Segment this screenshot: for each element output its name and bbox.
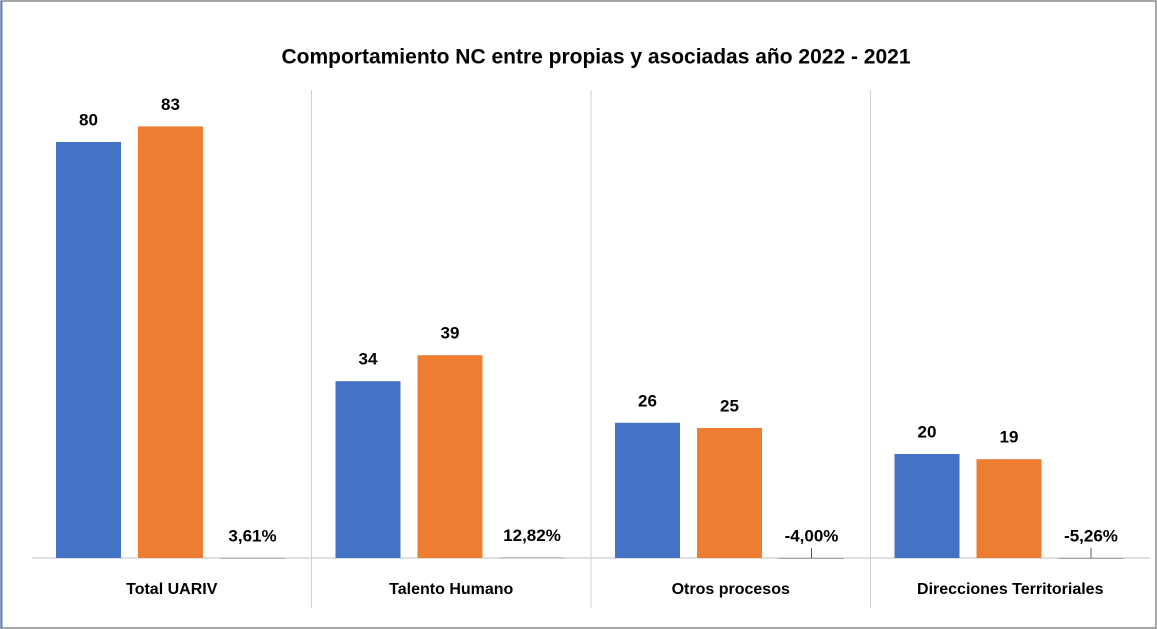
chart-title: Comportamiento NC entre propias y asocia… bbox=[281, 46, 910, 69]
bar bbox=[499, 557, 565, 559]
data-label: 12,82% bbox=[503, 526, 561, 545]
x-tick-label: Direcciones Territoriales bbox=[917, 581, 1104, 598]
bar bbox=[1058, 558, 1124, 559]
bar bbox=[56, 142, 121, 558]
data-label: 19 bbox=[1000, 428, 1019, 447]
data-label: 83 bbox=[161, 95, 180, 114]
data-label: -4,00% bbox=[785, 526, 839, 545]
data-label: -5,26% bbox=[1064, 526, 1118, 545]
bar bbox=[335, 381, 401, 558]
data-label: 34 bbox=[359, 350, 378, 369]
data-label: 26 bbox=[638, 391, 657, 410]
bar bbox=[894, 454, 960, 558]
data-label: 3,61% bbox=[228, 526, 276, 545]
bar bbox=[976, 459, 1042, 558]
x-tick-label: Otros procesos bbox=[672, 581, 790, 598]
bar bbox=[615, 422, 680, 558]
data-label: 80 bbox=[79, 110, 98, 129]
bar bbox=[779, 558, 844, 559]
x-tick-label: Total UARIV bbox=[126, 581, 218, 598]
bar bbox=[138, 126, 203, 559]
bar bbox=[220, 557, 285, 559]
data-label: 20 bbox=[918, 422, 937, 441]
x-tick-label: Talento Humano bbox=[389, 581, 513, 598]
bar bbox=[697, 428, 762, 558]
data-label: 39 bbox=[441, 324, 460, 343]
data-label: 25 bbox=[720, 396, 739, 415]
bar bbox=[417, 355, 483, 558]
